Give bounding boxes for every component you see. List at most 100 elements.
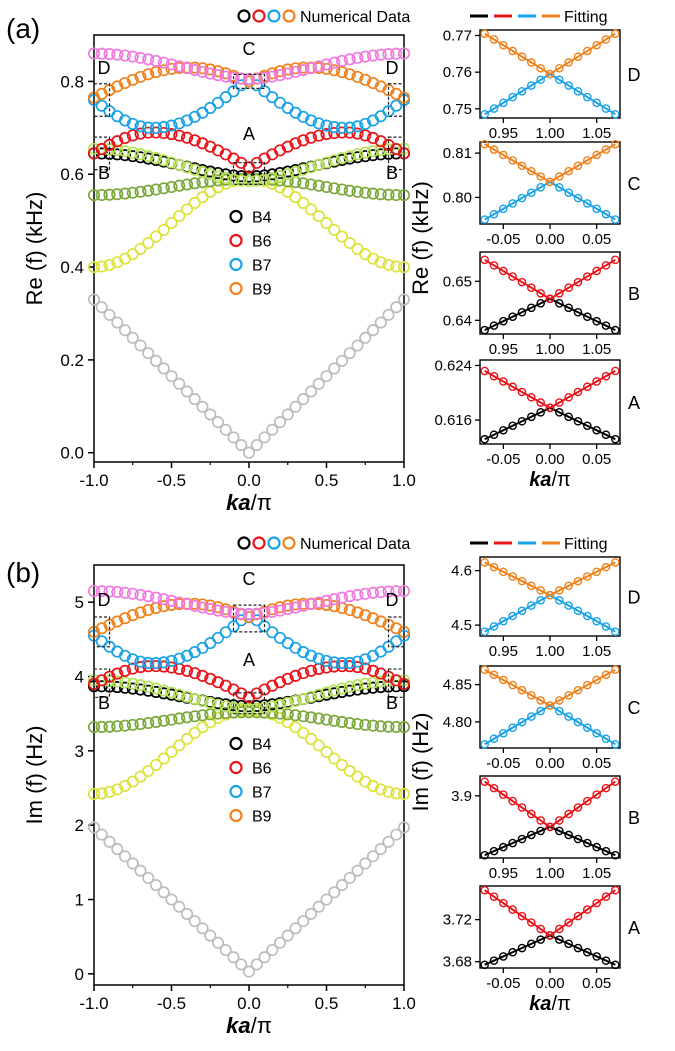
data-point — [382, 188, 395, 201]
data-point — [499, 952, 508, 961]
data-point — [489, 321, 499, 330]
data-point — [601, 430, 611, 440]
data-point — [374, 783, 387, 796]
data-point — [165, 180, 178, 194]
data-point — [204, 696, 217, 710]
data-point — [555, 398, 564, 407]
data-point — [304, 62, 318, 75]
data-point — [359, 117, 372, 130]
data-point — [134, 679, 147, 692]
data-point — [583, 947, 592, 957]
data-point — [204, 168, 217, 181]
numerical-data-label-b: Numerical Data — [300, 536, 410, 553]
data-point — [351, 127, 364, 140]
series-B5 — [87, 674, 411, 716]
zoom-box-D — [93, 83, 111, 117]
numerical-data-label-a: Numerical Data — [300, 9, 410, 26]
data-point — [583, 421, 592, 431]
data-point — [366, 719, 380, 732]
data-point — [343, 184, 356, 197]
data-point — [359, 248, 372, 261]
x-tick-label: -0.5 — [157, 471, 186, 490]
data-point — [517, 161, 527, 171]
panel-label-a: (a) — [6, 13, 40, 44]
data-point — [527, 690, 536, 700]
data-point — [320, 654, 333, 667]
data-point — [118, 612, 132, 625]
y-axis-title: Re (f) (kHz) — [22, 192, 47, 306]
data-point — [297, 915, 310, 928]
data-point — [328, 64, 341, 77]
data-point — [366, 76, 380, 90]
data-point — [366, 664, 380, 677]
data-point — [335, 183, 349, 196]
data-point — [188, 64, 201, 77]
data-point — [312, 117, 325, 130]
data-point — [165, 654, 178, 667]
data-point — [157, 154, 170, 167]
data-point — [235, 174, 248, 187]
data-point — [343, 716, 356, 730]
data-point — [536, 696, 545, 705]
data-point — [297, 667, 310, 680]
data-point — [180, 907, 194, 920]
data-point — [134, 242, 147, 255]
data-point — [390, 188, 403, 202]
data-point — [555, 816, 564, 825]
data-point — [382, 785, 395, 798]
data-point — [374, 316, 387, 329]
data-point — [188, 177, 201, 190]
y-tick-label: 0.75 — [443, 101, 472, 118]
data-point — [359, 331, 372, 344]
data-point — [149, 591, 163, 604]
data-point — [273, 936, 287, 949]
data-point — [343, 590, 356, 603]
data-point — [289, 922, 302, 935]
data-point — [320, 216, 333, 230]
data-point — [142, 347, 155, 360]
fitting-label-b: Fitting — [564, 536, 608, 553]
plot-frame — [93, 34, 405, 463]
y-tick-label: 0.76 — [443, 64, 472, 81]
data-point — [273, 174, 287, 187]
data-point — [374, 188, 387, 201]
data-point — [499, 842, 508, 852]
data-point — [95, 828, 108, 841]
data-point — [173, 900, 186, 913]
legend-marker-B6 — [229, 233, 243, 248]
data-point — [397, 47, 411, 60]
data-point — [592, 790, 601, 799]
data-point — [219, 943, 232, 957]
main-plot-b: -1.0 -0.5 0.0 0.5 1.0 0 1 2 3 4 5 ka/π Im (f) (Hz) A B… — [22, 564, 416, 1038]
data-point — [219, 70, 232, 83]
data-point — [397, 584, 411, 598]
data-point — [611, 325, 620, 335]
x-tick-label: 0.05 — [582, 755, 611, 772]
data-point — [536, 816, 545, 825]
data-point — [304, 385, 318, 398]
y-tick-label: 0.77 — [443, 28, 472, 45]
zoom-box-B — [93, 136, 111, 171]
data-point — [118, 145, 132, 158]
data-point — [173, 739, 186, 752]
data-point — [489, 371, 499, 381]
data-point — [611, 627, 620, 636]
data-point — [180, 598, 194, 611]
data-point — [359, 682, 372, 695]
data-point — [242, 175, 256, 188]
inset-letter-B: B — [628, 808, 640, 828]
x-tick-label: 0.05 — [582, 231, 611, 248]
data-point — [165, 119, 178, 132]
data-point — [242, 608, 256, 621]
data-point — [227, 431, 240, 444]
data-point — [180, 131, 194, 144]
data-point — [118, 649, 132, 662]
y-tick-label: 4.80 — [443, 714, 472, 731]
y-tick-label: 0.65 — [443, 273, 472, 290]
data-point — [304, 649, 318, 662]
data-point — [499, 150, 508, 160]
data-point — [489, 956, 499, 965]
data-point — [601, 892, 611, 901]
data-point — [366, 187, 380, 200]
